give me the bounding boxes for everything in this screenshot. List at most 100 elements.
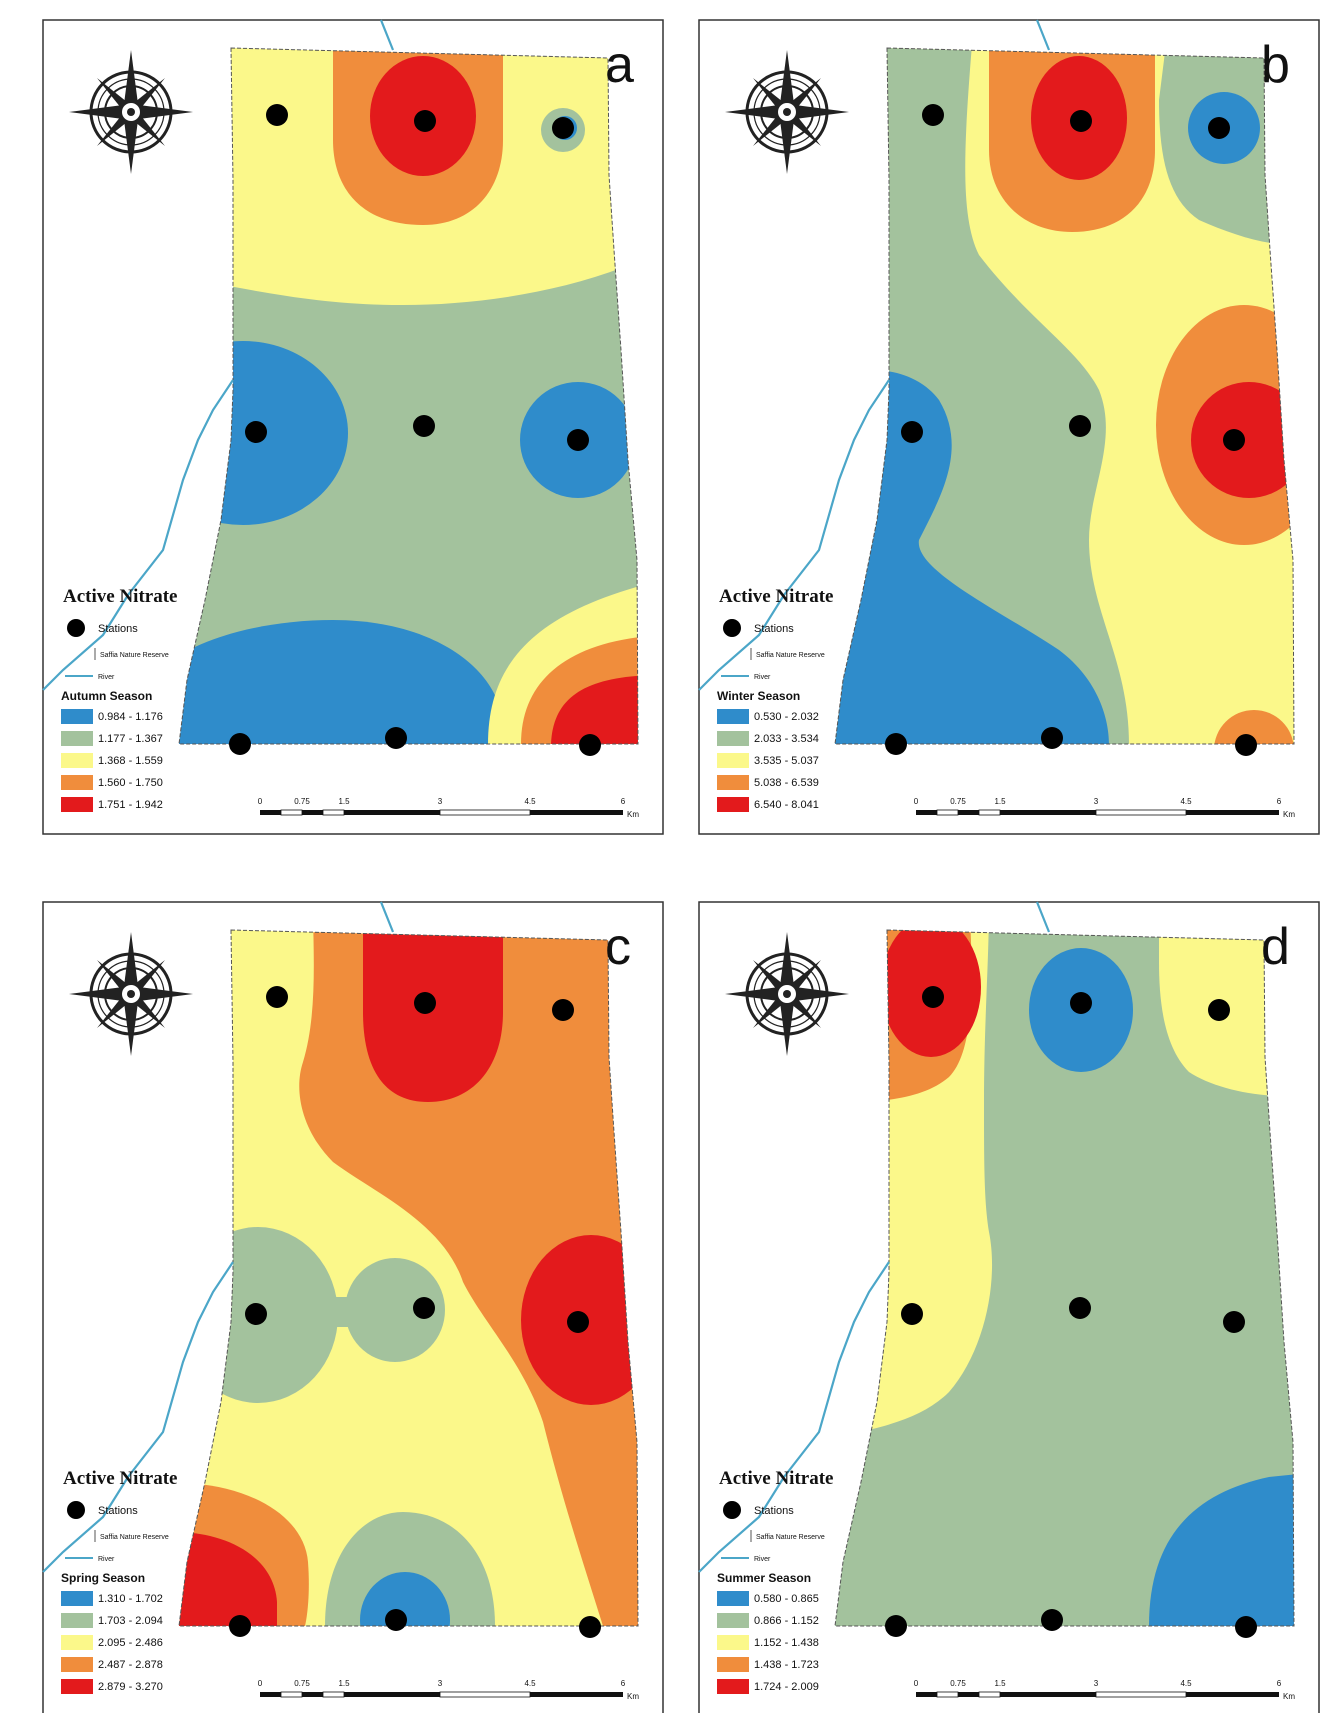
map-panel-a: a Active Nitrate Stations Saffia Nature … bbox=[42, 19, 664, 835]
legend-swatch bbox=[717, 753, 749, 768]
stations bbox=[229, 986, 601, 1638]
zone-orange bbox=[1214, 710, 1294, 744]
panel-letter: c bbox=[605, 918, 631, 976]
scale-tick-label: 1.5 bbox=[338, 797, 350, 806]
station-marker bbox=[1069, 415, 1091, 437]
legend-reserve-label: Saffia Nature Reserve bbox=[756, 652, 825, 659]
legend-stations-label: Stations bbox=[754, 1505, 794, 1517]
station-marker bbox=[922, 104, 944, 126]
scale-tick-label: 3 bbox=[1094, 797, 1099, 806]
scale-tick-label: 0 bbox=[914, 797, 919, 806]
legend-season: Winter Season bbox=[717, 689, 800, 703]
legend: Active Nitrate Stations Saffia Nature Re… bbox=[717, 1468, 833, 1694]
legend-class-label: 2.033 - 3.534 bbox=[754, 733, 819, 745]
legend-river-label: River bbox=[98, 1556, 115, 1563]
scale-bar: 0 0.75 1.5 3 4.5 6 Km bbox=[914, 1679, 1296, 1701]
scale-tick-label: 3 bbox=[438, 1679, 443, 1688]
scale-tick-label: 3 bbox=[1094, 1679, 1099, 1688]
legend-season: Spring Season bbox=[61, 1571, 145, 1585]
legend-class-label: 2.487 - 2.878 bbox=[98, 1659, 163, 1671]
river-line bbox=[698, 901, 1051, 1573]
legend-class-label: 1.724 - 2.009 bbox=[754, 1681, 819, 1693]
station-marker bbox=[579, 1616, 601, 1638]
station-marker bbox=[901, 421, 923, 443]
river-line bbox=[42, 901, 395, 1573]
stations bbox=[885, 104, 1257, 756]
legend-river-label: River bbox=[98, 674, 115, 681]
station-marker bbox=[901, 1303, 923, 1325]
legend-class-label: 1.438 - 1.723 bbox=[754, 1659, 819, 1671]
legend-season: Summer Season bbox=[717, 1571, 811, 1585]
legend-swatch bbox=[61, 709, 93, 724]
legend-title: Active Nitrate bbox=[719, 586, 833, 607]
river-line bbox=[698, 19, 1051, 691]
legend-river-label: River bbox=[754, 1556, 771, 1563]
legend-class-label: 0.580 - 0.865 bbox=[754, 1593, 819, 1605]
station-marker bbox=[385, 1609, 407, 1631]
zone-blue bbox=[179, 620, 503, 744]
scale-tick-label: 0.75 bbox=[950, 797, 966, 806]
scale-tick-label: 6 bbox=[621, 1679, 626, 1688]
legend-class-label: 1.751 - 1.942 bbox=[98, 799, 163, 811]
scale-tick-label: 0 bbox=[258, 1679, 263, 1688]
legend-stations-label: Stations bbox=[98, 623, 138, 635]
scale-tick-label: 1.5 bbox=[994, 1679, 1006, 1688]
legend-title: Active Nitrate bbox=[719, 1468, 833, 1489]
legend-class-label: 2.879 - 3.270 bbox=[98, 1681, 163, 1693]
legend-class-label: 0.984 - 1.176 bbox=[98, 711, 163, 723]
scale-bar: 0 0.75 1.5 3 4.5 6 Km bbox=[258, 1679, 640, 1701]
station-marker bbox=[1223, 1311, 1245, 1333]
station-marker bbox=[385, 727, 407, 749]
legend-class-label: 1.310 - 1.702 bbox=[98, 1593, 163, 1605]
legend-swatch bbox=[61, 1657, 93, 1672]
station-marker bbox=[229, 733, 251, 755]
station-marker bbox=[245, 421, 267, 443]
station-marker bbox=[567, 1311, 589, 1333]
station-marker bbox=[1235, 1616, 1257, 1638]
legend-reserve-label: Saffia Nature Reserve bbox=[100, 652, 169, 659]
scale-unit: Km bbox=[1283, 1692, 1295, 1701]
station-marker bbox=[414, 992, 436, 1014]
legend-swatch bbox=[717, 1591, 749, 1606]
legend: Active Nitrate Stations Saffia Nature Re… bbox=[717, 586, 833, 812]
legend-class-label: 1.703 - 2.094 bbox=[98, 1615, 163, 1627]
station-marker bbox=[922, 986, 944, 1008]
legend-swatch bbox=[717, 1679, 749, 1694]
legend-season: Autumn Season bbox=[61, 689, 152, 703]
station-marker bbox=[1223, 429, 1245, 451]
legend: Active Nitrate Stations Saffia Nature Re… bbox=[61, 586, 177, 812]
legend-swatch bbox=[61, 797, 93, 812]
legend-title: Active Nitrate bbox=[63, 1468, 177, 1489]
legend-class-label: 1.560 - 1.750 bbox=[98, 777, 163, 789]
scale-tick-label: 6 bbox=[621, 797, 626, 806]
legend-reserve-label: Saffia Nature Reserve bbox=[100, 1534, 169, 1541]
legend-class-label: 1.177 - 1.367 bbox=[98, 733, 163, 745]
legend-swatch bbox=[61, 1679, 93, 1694]
scale-unit: Km bbox=[1283, 810, 1295, 819]
station-marker bbox=[579, 734, 601, 756]
station-marker bbox=[1235, 734, 1257, 756]
station-marker bbox=[229, 1615, 251, 1637]
station-marker bbox=[414, 110, 436, 132]
legend-class-label: 0.530 - 2.032 bbox=[754, 711, 819, 723]
scale-tick-label: 1.5 bbox=[994, 797, 1006, 806]
zone-green bbox=[313, 1297, 373, 1327]
scale-tick-label: 6 bbox=[1277, 797, 1282, 806]
station-marker bbox=[1041, 1609, 1063, 1631]
legend-swatch bbox=[61, 731, 93, 746]
legend-swatch bbox=[61, 1635, 93, 1650]
scale-bar: 0 0.75 1.5 3 4.5 6 Km bbox=[258, 797, 640, 819]
legend-swatch bbox=[61, 775, 93, 790]
stations bbox=[229, 104, 601, 756]
scale-tick-label: 6 bbox=[1277, 1679, 1282, 1688]
legend-swatch bbox=[717, 797, 749, 812]
station-marker bbox=[885, 733, 907, 755]
legend-swatch bbox=[717, 731, 749, 746]
scale-tick-label: 4.5 bbox=[524, 797, 536, 806]
station-marker bbox=[552, 999, 574, 1021]
stations bbox=[885, 986, 1257, 1638]
legend-swatch bbox=[717, 1657, 749, 1672]
legend-class-label: 3.535 - 5.037 bbox=[754, 755, 819, 767]
legend-station-symbol bbox=[723, 619, 741, 637]
zone-red bbox=[1191, 382, 1294, 498]
